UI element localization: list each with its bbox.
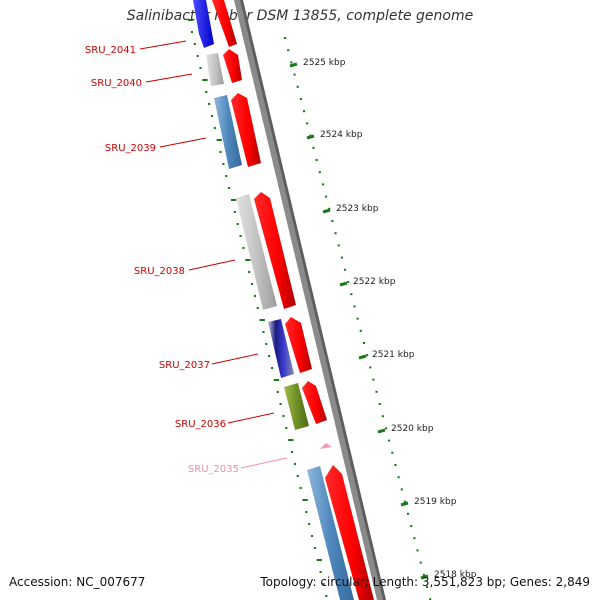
- scale-tick-label: 2519 kbp: [414, 497, 457, 507]
- scale-major-tick: [358, 354, 367, 360]
- scale-major-tick: [289, 62, 298, 68]
- scale-tick-label: 2518 kbp: [434, 570, 477, 580]
- gene-block-blue-lower[interactable]: [307, 466, 354, 600]
- scale-tick-label: 2524 kbp: [320, 130, 363, 140]
- gene-arrow-sru-2035[interactable]: [320, 443, 332, 449]
- gene-arrow-forward-5[interactable]: [285, 317, 312, 373]
- scale-major-tick: [322, 208, 331, 214]
- gene-block-sru-2037[interactable]: [268, 319, 294, 378]
- leader-sru-2035: [240, 457, 288, 469]
- leader-sru-2038: [188, 259, 236, 271]
- scale-major-tick: [400, 501, 409, 507]
- scale-labels: 2525 kbp 2524 kbp 2523 kbp 2522 kbp 2521 kbp…: [289, 58, 477, 580]
- scale-tick-label: 2522 kbp: [353, 277, 396, 287]
- gene-label-sru-2037[interactable]: SRU_2037: [159, 360, 210, 371]
- gene-label-sru-2039[interactable]: SRU_2039: [105, 143, 156, 154]
- map-title: Salinibacter ruber DSM 13855, complete g…: [126, 8, 474, 24]
- gene-block-sru-2036[interactable]: [284, 383, 309, 430]
- scale-tick-label: 2525 kbp: [303, 58, 346, 68]
- forward-strand-genes: [212, 0, 374, 600]
- gene-arrow-forward-3[interactable]: [231, 93, 261, 167]
- leader-sru-2039: [159, 137, 207, 148]
- leader-sru-2036: [227, 412, 275, 424]
- gene-arrow-forward-1[interactable]: [212, 0, 237, 47]
- gene-arrow-forward-6[interactable]: [302, 381, 327, 424]
- scale-major-tick: [420, 574, 429, 580]
- inner-tick-dots: [188, 19, 328, 597]
- leader-sru-2037: [211, 353, 259, 365]
- genome-backbone: [234, 0, 384, 600]
- gene-label-sru-2040[interactable]: SRU_2040: [91, 78, 142, 89]
- scale-tick-label: 2520 kbp: [391, 424, 434, 434]
- gene-arrow-forward-2[interactable]: [223, 49, 242, 83]
- genome-summary-text: Topology: circular; Length: 3,551,823 bp…: [260, 575, 590, 589]
- label-leaders: [139, 40, 288, 469]
- gene-label-sru-2035[interactable]: SRU_2035: [188, 464, 239, 475]
- gene-block-sru-2040[interactable]: [206, 53, 224, 86]
- gene-block-bright-blue[interactable]: [193, 0, 214, 48]
- scale-tick-label: 2521 kbp: [372, 350, 415, 360]
- leader-sru-2040: [145, 73, 193, 83]
- gene-arrow-forward-7[interactable]: [325, 465, 374, 600]
- gene-arrow-forward-4[interactable]: [254, 192, 296, 309]
- gene-block-sru-2038[interactable]: [236, 194, 277, 310]
- scale-tick-label: 2523 kbp: [336, 204, 379, 214]
- scale-major-tick: [306, 134, 315, 140]
- backbone-shadow: [240, 0, 386, 600]
- gene-label-sru-2038[interactable]: SRU_2038: [134, 266, 185, 277]
- scale-major-tick: [377, 428, 386, 434]
- gene-block-sru-2039[interactable]: [214, 95, 242, 169]
- gene-label-sru-2036[interactable]: SRU_2036: [175, 419, 226, 430]
- gene-labels: SRU_2041 SRU_2040 SRU_2039 SRU_2038 SRU_…: [85, 45, 239, 475]
- leader-sru-2041: [139, 40, 187, 50]
- gene-label-sru-2041[interactable]: SRU_2041: [85, 45, 136, 56]
- scale-major-tick: [339, 281, 348, 287]
- reverse-strand-genes: [193, 0, 354, 600]
- accession-text: Accession: NC_007677: [9, 575, 146, 589]
